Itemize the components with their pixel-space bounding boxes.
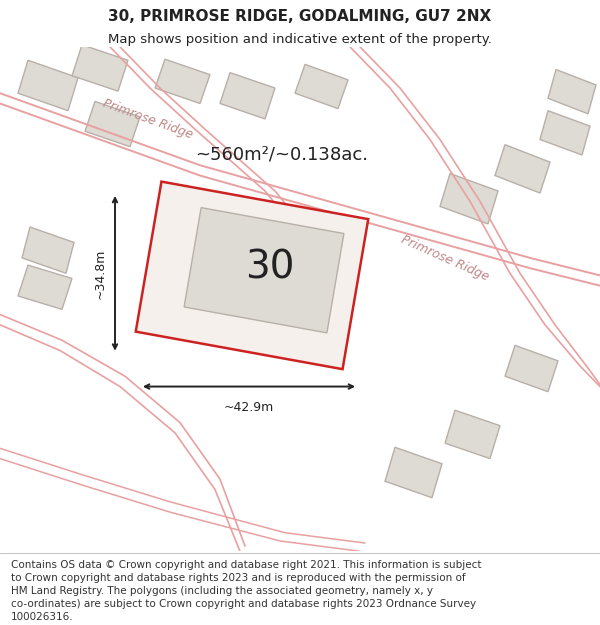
Polygon shape: [22, 227, 74, 273]
Polygon shape: [220, 72, 275, 119]
Polygon shape: [184, 208, 344, 333]
Polygon shape: [385, 448, 442, 498]
Polygon shape: [540, 111, 590, 155]
Polygon shape: [548, 69, 596, 114]
Polygon shape: [155, 59, 210, 104]
Text: ~560m²/~0.138ac.: ~560m²/~0.138ac.: [195, 146, 368, 164]
Text: co-ordinates) are subject to Crown copyright and database rights 2023 Ordnance S: co-ordinates) are subject to Crown copyr…: [11, 599, 476, 609]
Polygon shape: [440, 174, 498, 224]
Text: HM Land Registry. The polygons (including the associated geometry, namely x, y: HM Land Registry. The polygons (includin…: [11, 586, 433, 596]
Text: Primrose Ridge: Primrose Ridge: [399, 232, 491, 283]
Text: 100026316.: 100026316.: [11, 612, 73, 622]
Text: ~42.9m: ~42.9m: [224, 401, 274, 414]
Polygon shape: [18, 60, 78, 111]
Text: Contains OS data © Crown copyright and database right 2021. This information is : Contains OS data © Crown copyright and d…: [11, 560, 481, 570]
Polygon shape: [495, 144, 550, 193]
Polygon shape: [18, 265, 72, 309]
Text: ~34.8m: ~34.8m: [94, 248, 107, 299]
Polygon shape: [445, 410, 500, 459]
Polygon shape: [136, 182, 368, 369]
Text: Primrose Ridge: Primrose Ridge: [101, 97, 195, 141]
Text: Map shows position and indicative extent of the property.: Map shows position and indicative extent…: [108, 32, 492, 46]
Text: 30: 30: [245, 248, 295, 286]
Polygon shape: [85, 101, 140, 147]
Polygon shape: [72, 45, 128, 91]
Polygon shape: [295, 64, 348, 109]
Text: to Crown copyright and database rights 2023 and is reproduced with the permissio: to Crown copyright and database rights 2…: [11, 573, 466, 583]
Text: 30, PRIMROSE RIDGE, GODALMING, GU7 2NX: 30, PRIMROSE RIDGE, GODALMING, GU7 2NX: [109, 9, 491, 24]
Polygon shape: [505, 346, 558, 392]
